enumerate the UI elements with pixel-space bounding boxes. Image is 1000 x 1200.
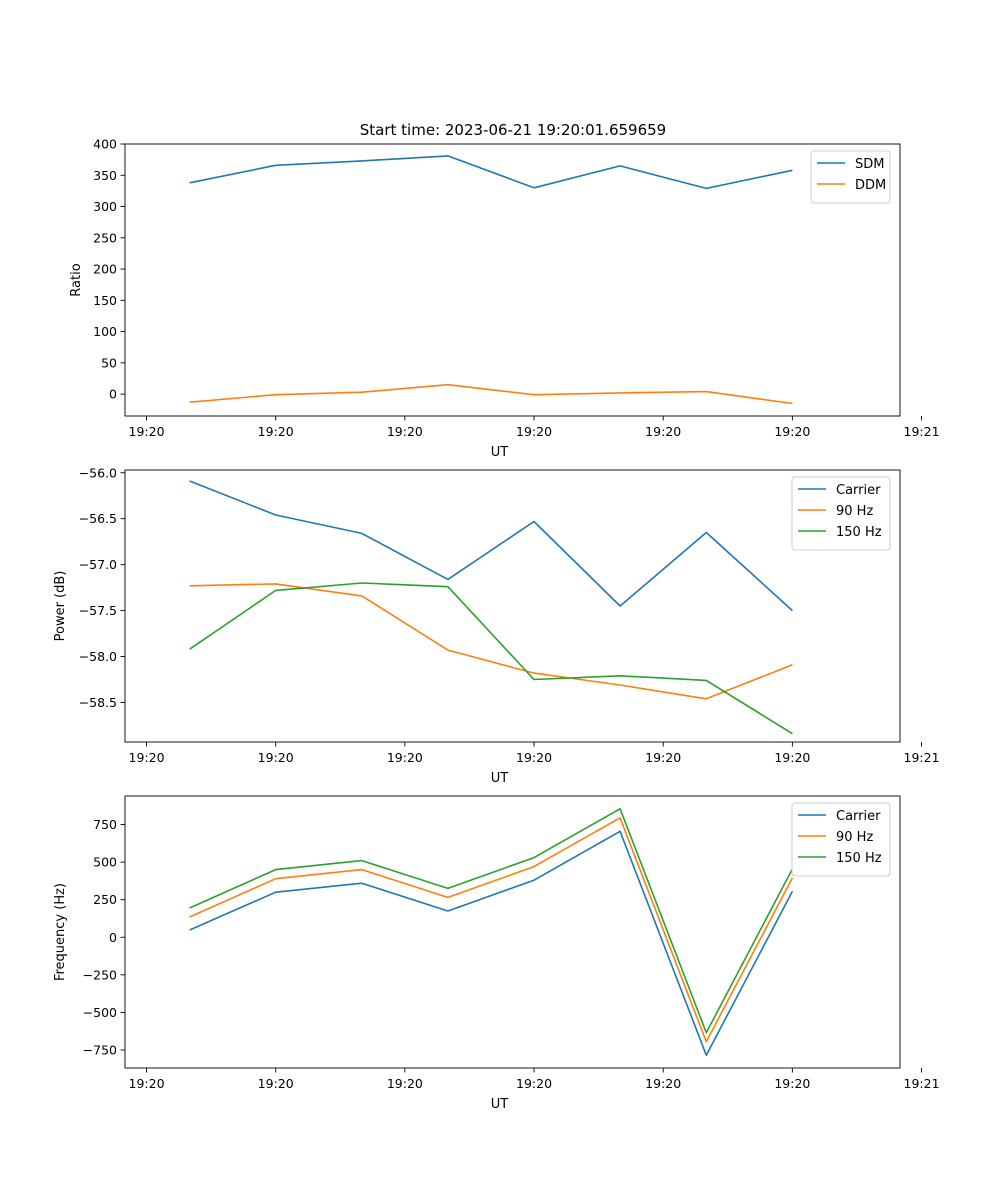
x-axis-label: UT — [491, 1097, 509, 1112]
legend: Carrier 90 Hz 150 Hz — [791, 802, 891, 877]
y-tick-label: 350 — [93, 168, 117, 183]
y-tick-label: 500 — [93, 855, 117, 870]
x-tick-label: 19:20 — [258, 424, 294, 439]
chart-panel-1: 19:20 19:20 19:20 19:20 19:20 19:20 19:21 0 50 10… — [69, 137, 940, 461]
y-tick-label: 0 — [109, 930, 117, 945]
y-tick-label: −750 — [83, 1042, 117, 1057]
legend-label: Carrier — [836, 809, 881, 824]
legend: SDM DDM — [810, 150, 891, 204]
y-tick-label: −57.5 — [79, 603, 117, 618]
y-tick-label: 300 — [93, 199, 117, 214]
y-tick-label: 200 — [93, 262, 117, 277]
legend-label: SDM — [855, 157, 884, 172]
y-tick-label: −500 — [83, 1005, 117, 1020]
series-line — [189, 155, 793, 190]
y-tick-label: 750 — [93, 817, 117, 832]
x-tick-label: 19:20 — [129, 424, 165, 439]
y-tick-label: −56.0 — [79, 465, 117, 480]
x-tick-label: 19:20 — [645, 1076, 681, 1091]
x-tick-label: 19:20 — [387, 424, 423, 439]
x-tick-label: 19:21 — [904, 750, 940, 765]
legend-label: 150 Hz — [836, 525, 882, 540]
x-tick-label: 19:20 — [258, 1076, 294, 1091]
y-tick-label: 100 — [93, 324, 117, 339]
legend-box — [810, 150, 891, 204]
x-tick-label: 19:20 — [516, 424, 552, 439]
x-tick-label: 19:20 — [774, 1076, 810, 1091]
axes-frame — [124, 143, 901, 417]
x-tick-label: 19:20 — [129, 750, 165, 765]
y-tick-label: −56.5 — [79, 511, 117, 526]
legend-label: 90 Hz — [836, 504, 873, 519]
y-axis-label: Ratio — [69, 263, 84, 296]
y-tick-label: 150 — [93, 293, 117, 308]
axes-frame — [124, 795, 901, 1069]
chart-panel-3: 19:20 19:20 19:20 19:20 19:20 19:20 19:21 −750 −… — [53, 795, 940, 1112]
x-tick-label: 19:20 — [258, 750, 294, 765]
y-axis-label: Power (dB) — [53, 571, 68, 642]
x-tick-label: 19:20 — [387, 1076, 423, 1091]
x-tick-label: 19:20 — [516, 1076, 552, 1091]
series-line — [189, 383, 793, 405]
x-tick-label: 19:20 — [516, 750, 552, 765]
x-axis-label: UT — [491, 445, 509, 460]
y-axis-label: Frequency (Hz) — [53, 883, 68, 981]
x-tick-label: 19:20 — [774, 424, 810, 439]
x-tick-label: 19:20 — [645, 424, 681, 439]
y-tick-label: −58.5 — [79, 695, 117, 710]
series-line — [189, 830, 794, 1056]
legend: Carrier 90 Hz 150 Hz — [791, 476, 891, 551]
legend-label: 90 Hz — [836, 830, 873, 845]
series-line — [189, 582, 793, 735]
legend-label: DDM — [855, 178, 886, 193]
chart-panel-2: 19:20 19:20 19:20 19:20 19:20 19:20 19:21 −58.5… — [53, 465, 940, 786]
x-tick-label: 19:21 — [904, 424, 940, 439]
y-tick-label: 400 — [93, 137, 117, 152]
series-line — [189, 583, 793, 700]
x-tick-label: 19:21 — [904, 1076, 940, 1091]
x-axis-label: UT — [491, 771, 509, 786]
legend-label: Carrier — [836, 483, 881, 498]
y-tick-label: −58.0 — [79, 649, 117, 664]
x-tick-label: 19:20 — [645, 750, 681, 765]
x-tick-label: 19:20 — [387, 750, 423, 765]
series-line — [189, 816, 794, 1043]
y-tick-label: 0 — [109, 387, 117, 402]
y-tick-label: 250 — [93, 892, 117, 907]
x-tick-label: 19:20 — [129, 1076, 165, 1091]
y-tick-label: 250 — [93, 230, 117, 245]
y-tick-label: −57.0 — [79, 557, 117, 572]
x-tick-label: 19:20 — [774, 750, 810, 765]
figure-title: Start time: 2023-06-21 19:20:01.659659 — [360, 121, 666, 139]
y-tick-label: −250 — [83, 967, 117, 982]
y-tick-label: 50 — [101, 355, 117, 370]
legend-label: 150 Hz — [836, 851, 882, 866]
axes-frame — [124, 469, 901, 743]
series-line — [189, 807, 794, 1034]
series-line — [189, 480, 793, 612]
